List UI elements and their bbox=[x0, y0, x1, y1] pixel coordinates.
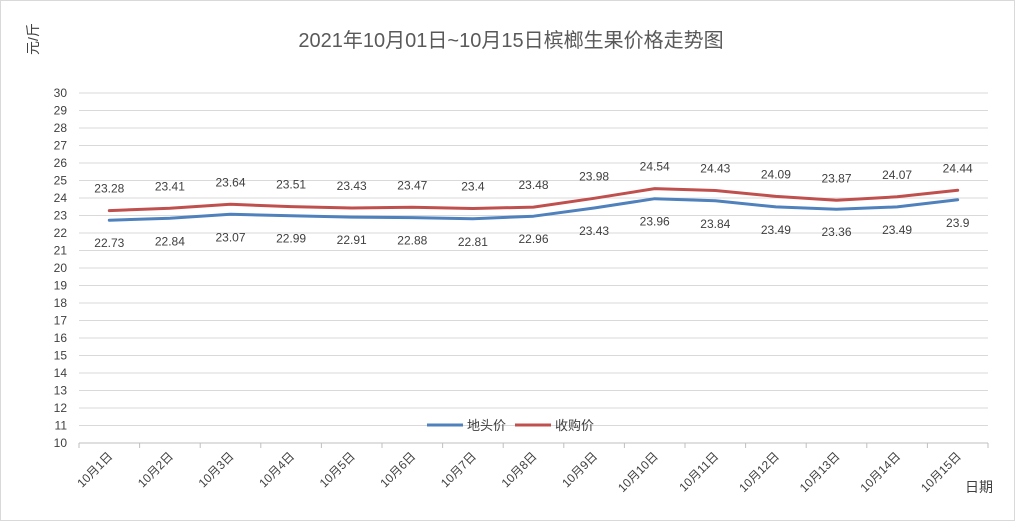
chart-title: 2021年10月01日~10月15日槟榔生果价格走势图 bbox=[298, 29, 723, 52]
x-tick-label: 10月15日 bbox=[918, 449, 964, 495]
y-tick-label: 27 bbox=[54, 139, 68, 153]
data-label: 23.48 bbox=[518, 178, 548, 192]
y-tick-label: 28 bbox=[54, 121, 68, 135]
x-tick-label: 10月3日 bbox=[196, 449, 237, 490]
series-lines bbox=[107, 187, 960, 222]
legend-label: 收购价 bbox=[555, 418, 594, 433]
data-label: 23.87 bbox=[821, 171, 851, 185]
y-tick-label: 10 bbox=[54, 436, 68, 450]
x-tick-label: 10月13日 bbox=[797, 449, 843, 495]
data-label: 23.4 bbox=[461, 180, 485, 194]
y-tick-label: 25 bbox=[54, 174, 68, 188]
x-tick-label: 10月12日 bbox=[736, 449, 782, 495]
data-label: 23.07 bbox=[215, 230, 245, 244]
x-tick-label: 10月9日 bbox=[559, 449, 600, 490]
series-line-1 bbox=[107, 197, 960, 222]
data-label: 23.43 bbox=[337, 179, 367, 193]
data-labels: 22.73 22.84 23.07 22.99 22.91 22.88 22.81 22.96… bbox=[94, 160, 973, 251]
y-tick-label: 21 bbox=[54, 244, 68, 258]
x-tick-label: 10月4日 bbox=[256, 449, 297, 490]
y-tick-label: 14 bbox=[54, 366, 68, 380]
y-tick-label: 13 bbox=[54, 384, 68, 398]
data-label: 23.9 bbox=[946, 216, 970, 230]
x-tick-label: 10月1日 bbox=[74, 449, 115, 490]
y-tick-label: 30 bbox=[54, 86, 68, 100]
y-tick-label: 16 bbox=[54, 331, 68, 345]
x-tick-label: 10月10日 bbox=[615, 449, 661, 495]
data-label: 23.49 bbox=[761, 223, 791, 237]
x-tick-label: 10月6日 bbox=[377, 449, 418, 490]
data-label: 22.88 bbox=[397, 234, 427, 248]
y-tick-label: 12 bbox=[54, 401, 68, 415]
data-label: 23.64 bbox=[215, 175, 245, 189]
y-tick-label: 18 bbox=[54, 296, 68, 310]
data-label: 23.84 bbox=[700, 217, 730, 231]
series-line-2 bbox=[107, 187, 960, 213]
data-label: 24.43 bbox=[700, 161, 730, 175]
data-label: 23.96 bbox=[640, 215, 670, 229]
legend-label: 地头价 bbox=[467, 418, 506, 433]
y-tick-label: 20 bbox=[54, 261, 68, 275]
data-label: 23.41 bbox=[155, 179, 185, 193]
data-label: 23.51 bbox=[276, 178, 306, 192]
data-label: 22.84 bbox=[155, 234, 185, 248]
data-label: 22.81 bbox=[458, 235, 488, 249]
x-axis-title: 日期 bbox=[965, 479, 993, 495]
x-tick-label: 10月2日 bbox=[135, 449, 176, 490]
y-tick-label: 29 bbox=[54, 104, 68, 118]
x-tick-label: 10月14日 bbox=[857, 449, 903, 495]
data-label: 23.47 bbox=[397, 178, 427, 192]
data-label: 23.28 bbox=[94, 182, 124, 196]
data-label: 24.09 bbox=[761, 167, 791, 181]
data-label: 24.44 bbox=[943, 161, 973, 175]
y-tick-label: 26 bbox=[54, 156, 68, 170]
y-tick-label: 23 bbox=[54, 209, 68, 223]
x-tick-label: 10月7日 bbox=[438, 449, 479, 490]
y-axis-title: 元/斤 bbox=[25, 23, 41, 55]
data-label: 22.91 bbox=[337, 233, 367, 247]
data-label: 22.96 bbox=[518, 232, 548, 246]
data-label: 24.54 bbox=[640, 160, 670, 174]
legend: 地头价 收购价 bbox=[427, 418, 594, 433]
data-label: 23.43 bbox=[579, 224, 609, 238]
data-label: 23.36 bbox=[821, 225, 851, 239]
data-label: 22.73 bbox=[94, 236, 124, 250]
y-tick-label: 15 bbox=[54, 349, 68, 363]
x-tick-label: 10月11日 bbox=[676, 449, 721, 494]
x-tick-label: 10月5日 bbox=[317, 449, 358, 490]
data-label: 23.49 bbox=[882, 223, 912, 237]
x-axis-ticks: 10月1日 10月2日 10月3日 10月4日 10月5日 10月6日 10月7日 10月8日… bbox=[74, 449, 963, 495]
y-tick-label: 19 bbox=[54, 279, 68, 293]
y-axis-ticks: 10 11 12 13 14 15 16 17 18 19 20 21 22 23 24 25 26 27 28 29… bbox=[54, 86, 68, 450]
data-label: 24.07 bbox=[882, 168, 912, 182]
y-tick-label: 11 bbox=[55, 419, 68, 433]
data-label: 23.98 bbox=[579, 169, 609, 183]
y-tick-label: 22 bbox=[54, 226, 68, 240]
y-tick-label: 17 bbox=[54, 314, 68, 328]
data-label: 22.99 bbox=[276, 232, 306, 246]
gridlines bbox=[78, 92, 989, 448]
y-tick-label: 24 bbox=[54, 191, 68, 205]
x-tick-label: 10月8日 bbox=[499, 449, 540, 490]
